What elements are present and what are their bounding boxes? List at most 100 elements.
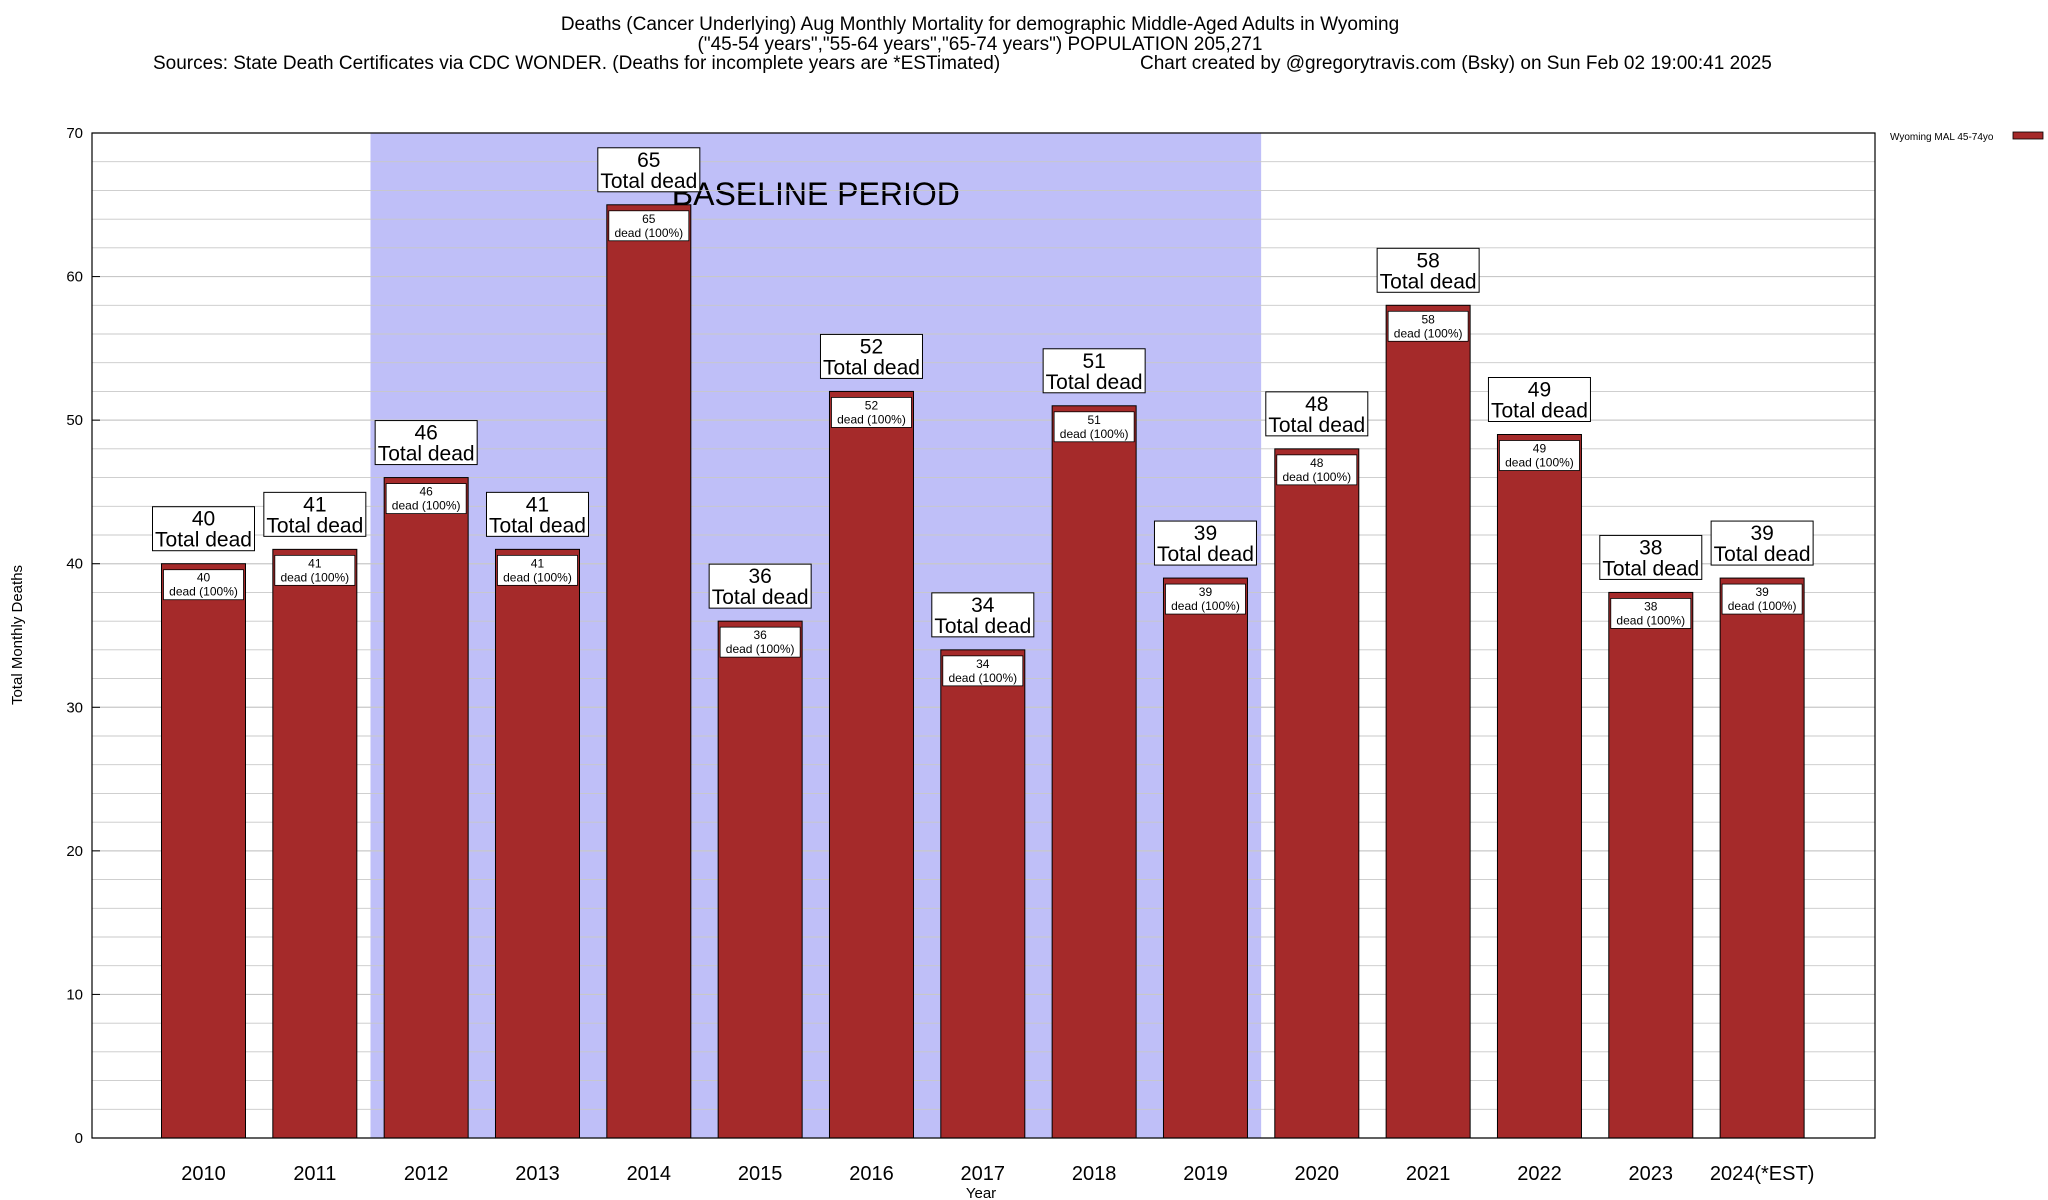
bar-inner-value-label: 41 [308,556,322,570]
bar-inner-label-box [1276,454,1358,486]
bar-top-total-label: Total dead [489,514,586,537]
bar-inner-value-label: 40 [197,571,211,585]
bar [1719,577,1805,1139]
bar-top-total-label: Total dead [1714,543,1811,566]
x-tick-label: 2013 [515,1163,560,1185]
y-tick-label: 70 [66,125,83,142]
y-axis-title: Total Monthly Deaths [9,565,26,705]
bar-top-total-label: Total dead [1157,543,1254,566]
bar-inner-value-label: 46 [419,485,433,499]
bar-inner-value-label: 52 [865,398,879,412]
bar [1274,448,1360,1139]
bar-top-label-box [597,147,701,193]
bar-top-value-label: 38 [1639,536,1662,559]
bar-top-total-label: Total dead [1268,414,1365,437]
bar-top-value-label: 39 [1750,522,1773,545]
bar-top-label-box [1376,247,1480,293]
bar-top-value-label: 48 [1305,393,1328,416]
bar-inner-pct-label: dead (100%) [614,226,683,240]
bar-top-total-label: Total dead [1046,371,1143,394]
bar-inner-pct-label: dead (100%) [1282,470,1351,484]
bar-top-total-label: Total dead [1602,557,1699,580]
x-tick-label: 2012 [404,1163,449,1185]
bar-inner-pct-label: dead (100%) [1616,613,1685,627]
bar-inner-value-label: 39 [1755,585,1769,599]
bar-top-value-label: 46 [414,422,437,445]
bar-inner-pct-label: dead (100%) [837,412,906,426]
bar [161,563,246,1139]
bar-top-label-box [931,592,1035,638]
x-tick-label: 2020 [1295,1163,1340,1185]
bar-inner-pct-label: dead (100%) [1728,599,1797,613]
bar-inner-label-box [719,626,801,658]
chart-credit: Chart created by @gregorytravis.com (Bsk… [1140,53,1772,74]
bar-inner-pct-label: dead (100%) [392,499,461,513]
bar-inner-label-box [274,554,356,586]
bar-top-label-box [374,420,478,466]
bar-inner-pct-label: dead (100%) [280,570,349,584]
bar-top-total-label: Total dead [378,443,475,466]
bar-inner-label-box [385,483,467,514]
bar-top-label-box [1042,348,1146,394]
bar-inner-pct-label: dead (100%) [169,585,238,599]
bar [1385,304,1471,1139]
bar-top-value-label: 39 [1194,522,1217,545]
bar-inner-label-box [1610,598,1692,629]
bar-inner-pct-label: dead (100%) [1171,599,1240,613]
bar-top-value-label: 34 [971,594,995,617]
baseline-period-label: BASELINE PERIOD [672,176,960,212]
bar-inner-pct-label: dead (100%) [1505,456,1574,470]
bar-top-label-box [1153,520,1257,566]
bar-top-label-box [1265,391,1369,437]
bar-inner-label-box [1499,440,1580,471]
bar [940,649,1026,1139]
bar-inner-value-label: 41 [531,556,545,570]
bar-inner-value-label: 38 [1644,599,1658,613]
bar-inner-value-label: 34 [976,657,990,671]
bar-top-total-label: Total dead [823,356,920,379]
x-tick-label: 2011 [293,1163,336,1185]
x-tick-label: 2010 [181,1163,226,1185]
bar-inner-value-label: 49 [1533,442,1547,456]
bar-top-value-label: 40 [192,508,215,531]
y-tick-label: 50 [66,412,83,429]
bar-top-label-box [152,506,255,552]
legend: Wyoming MAL 45-74yo [1890,131,2044,143]
bar-inner-pct-label: dead (100%) [948,671,1017,685]
bar-top-total-label: Total dead [712,586,809,609]
bar-top-value-label: 41 [303,493,326,516]
bar-top-label-box [1599,534,1703,580]
bar-inner-label-box [1387,310,1469,342]
x-tick-label: 2014 [627,1163,672,1185]
bar [1162,577,1248,1139]
bar-inner-label-box [1053,411,1135,443]
bar-top-label-box [263,491,367,537]
bar-inner-label-box [1165,583,1246,615]
x-tick-label: 2022 [1517,1163,1562,1185]
bars [161,204,1805,1139]
bar [1051,405,1137,1139]
bar [272,548,358,1139]
bar-inner-label-box [942,655,1024,687]
x-tick-label: 2024(*EST) [1710,1163,1815,1185]
bar [606,204,692,1139]
chart-sources: Sources: State Death Certificates via CD… [153,53,1001,74]
legend-label: Wyoming MAL 45-74yo [1890,132,1994,143]
bar-top-label-box [708,563,812,609]
bar [828,390,914,1139]
x-tick-label: 2018 [1072,1163,1117,1185]
x-tick-label: 2016 [849,1163,894,1185]
bar [383,477,469,1139]
bar-inner-label-box [608,210,690,242]
bar-top-value-label: 51 [1082,350,1105,373]
bar-top-value-label: 58 [1416,249,1439,272]
bar [717,620,803,1139]
bar-inner-value-label: 36 [753,628,767,642]
x-tick-label: 2023 [1629,1163,1674,1185]
y-tick-label: 10 [66,986,83,1003]
bar-inner-value-label: 48 [1310,456,1324,470]
chart-subtitle: ("45-54 years","55-64 years","65-74 year… [697,34,1263,55]
x-tick-label: 2019 [1183,1163,1228,1185]
